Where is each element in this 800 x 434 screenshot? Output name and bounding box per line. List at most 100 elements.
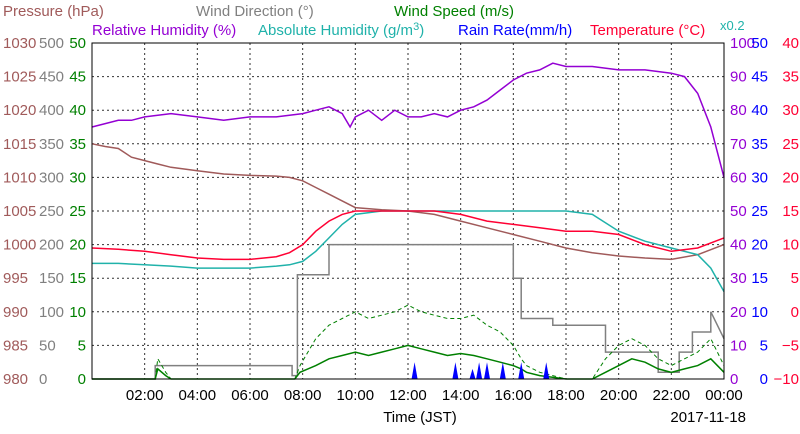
wind-speed-tick-label: 0 xyxy=(78,371,86,388)
rain-rate-tick-label: 35 xyxy=(751,136,768,153)
temperature-tick-label: 30 xyxy=(782,102,799,119)
plot-frame xyxy=(91,42,725,380)
wind-speed-tick-label: 35 xyxy=(69,136,86,153)
legend-absolute-humidity-close: ) xyxy=(419,22,424,39)
rain-rate-spike xyxy=(411,362,418,379)
temperature-tick-label: 20 xyxy=(782,169,799,186)
rain-rate-spike xyxy=(476,362,483,379)
series-wind-direction xyxy=(92,243,725,380)
rain-rate-spike xyxy=(452,362,459,379)
pressure-tick-label: 1000 xyxy=(3,237,36,254)
temperature-tick-label: 15 xyxy=(782,203,799,220)
series-relative-humidity xyxy=(91,62,725,178)
rain-rate-tick-label: 20 xyxy=(751,237,768,254)
rain-rate-spike xyxy=(469,368,476,379)
pressure-tick-label: 980 xyxy=(3,371,28,388)
x-tick-label: 08:00 xyxy=(284,387,322,404)
relative-humidity-tick-label: 60 xyxy=(730,169,747,186)
wind-speed-tick-label: 10 xyxy=(69,304,86,321)
relative-humidity-tick-label: 80 xyxy=(730,102,747,119)
wind-direction-tick-label: 250 xyxy=(39,203,64,220)
legend-rain-rate: Rain Rate(mm/h) xyxy=(458,22,572,39)
wind-direction-tick-label: 400 xyxy=(39,102,64,119)
temperature-tick-label: 35 xyxy=(782,69,799,86)
x-tick-label: 14:00 xyxy=(442,387,480,404)
relative-humidity-tick-label: 20 xyxy=(730,304,747,321)
wind-direction-tick-label: 0 xyxy=(39,371,47,388)
x-tick-label: 04:00 xyxy=(179,387,217,404)
rain-rate-spike xyxy=(499,362,506,379)
rain-rate-tick-label: 50 xyxy=(751,35,768,52)
temperature-tick-label: 5 xyxy=(791,270,799,287)
relative-humidity-tick-label: 10 xyxy=(730,337,747,354)
rain-rate-tick-label: 0 xyxy=(760,371,768,388)
temperature-tick-label: −10 xyxy=(774,371,799,388)
wind-speed-tick-label: 25 xyxy=(69,203,86,220)
x-tick-label: 06:00 xyxy=(231,387,269,404)
pressure-tick-label: 990 xyxy=(3,304,28,321)
relative-humidity-tick-label: 30 xyxy=(730,270,747,287)
legend-absolute-humidity: Absolute Humidity (g/m3) xyxy=(258,21,424,39)
wind-direction-tick-label: 450 xyxy=(39,69,64,86)
x-tick-label: 18:00 xyxy=(547,387,585,404)
x-tick-label: 02:00 xyxy=(126,387,164,404)
rain-rate-tick-label: 5 xyxy=(760,337,768,354)
left-axes: 9809859909951000100510101015102010251030… xyxy=(3,35,86,388)
temperature-tick-label: −5 xyxy=(782,337,799,354)
temperature-tick-label: 25 xyxy=(782,136,799,153)
relative-humidity-tick-label: 100 xyxy=(730,35,755,52)
wind-speed-tick-label: 40 xyxy=(69,102,86,119)
rain-rate-tick-label: 15 xyxy=(751,270,768,287)
date-label: 2017-11-18 xyxy=(670,409,746,426)
wind-speed-tick-label: 50 xyxy=(69,35,86,52)
rain-rate-tick-label: 30 xyxy=(751,169,768,186)
temperature-tick-label: 0 xyxy=(791,304,799,321)
temperature-tick-label: 40 xyxy=(782,35,799,52)
legend-relative-humidity: Relative Humidity (%) xyxy=(92,22,236,39)
relative-humidity-tick-label: 40 xyxy=(730,237,747,254)
wind-speed-tick-label: 45 xyxy=(69,69,86,86)
right-axes: 0102030405060708090100051015202530354045… xyxy=(730,35,799,388)
pressure-tick-label: 995 xyxy=(3,270,28,287)
pressure-tick-label: 985 xyxy=(3,337,28,354)
x-axis: 02:00 04:00 06:00 08:00 10:00 12:00 14:00 16:00… xyxy=(126,387,743,404)
series-wind-gust-m-s xyxy=(92,304,725,380)
x-tick-label: 10:00 xyxy=(337,387,375,404)
wind-direction-tick-label: 200 xyxy=(39,237,64,254)
x-tick-label: 20:00 xyxy=(600,387,638,404)
rain-rate-tick-label: 25 xyxy=(751,203,768,220)
legend-wind-speed: Wind Speed (m/s) xyxy=(394,3,514,20)
rain-scale-note: x0.2 xyxy=(720,18,745,33)
series-pressure-hpa xyxy=(91,143,725,261)
x-tick-label: 16:00 xyxy=(495,387,533,404)
pressure-tick-label: 1005 xyxy=(3,203,36,220)
legend-wind-direction: Wind Direction (°) xyxy=(196,3,314,20)
pressure-tick-label: 1010 xyxy=(3,169,36,186)
x-tick-label: 22:00 xyxy=(653,387,691,404)
rain-rate-spike xyxy=(543,362,550,379)
legend-temperature: Temperature (°C) xyxy=(590,22,705,39)
wind-direction-tick-label: 100 xyxy=(39,304,64,321)
wind-direction-tick-label: 150 xyxy=(39,270,64,287)
pressure-tick-label: 1020 xyxy=(3,102,36,119)
wind-direction-tick-label: 50 xyxy=(39,337,56,354)
relative-humidity-tick-label: 90 xyxy=(730,69,747,86)
series-layer xyxy=(91,62,725,380)
pressure-tick-label: 1025 xyxy=(3,69,36,86)
x-tick-label: 00:00 xyxy=(705,387,743,404)
x-tick-label: 12:00 xyxy=(389,387,427,404)
series-wind-speed-m-s xyxy=(92,344,725,380)
wind-speed-tick-label: 30 xyxy=(69,169,86,186)
rain-rate-spike xyxy=(484,362,490,379)
series-temperature-c xyxy=(91,210,725,261)
wind-direction-tick-label: 300 xyxy=(39,169,64,186)
wind-direction-tick-label: 350 xyxy=(39,136,64,153)
rain-rate-tick-label: 40 xyxy=(751,102,768,119)
wind-speed-tick-label: 5 xyxy=(78,337,86,354)
wind-direction-tick-label: 500 xyxy=(39,35,64,52)
rain-rate-tick-label: 45 xyxy=(751,69,768,86)
rain-rate-spike xyxy=(518,362,525,379)
x-axis-title: Time (JST) xyxy=(383,409,457,426)
